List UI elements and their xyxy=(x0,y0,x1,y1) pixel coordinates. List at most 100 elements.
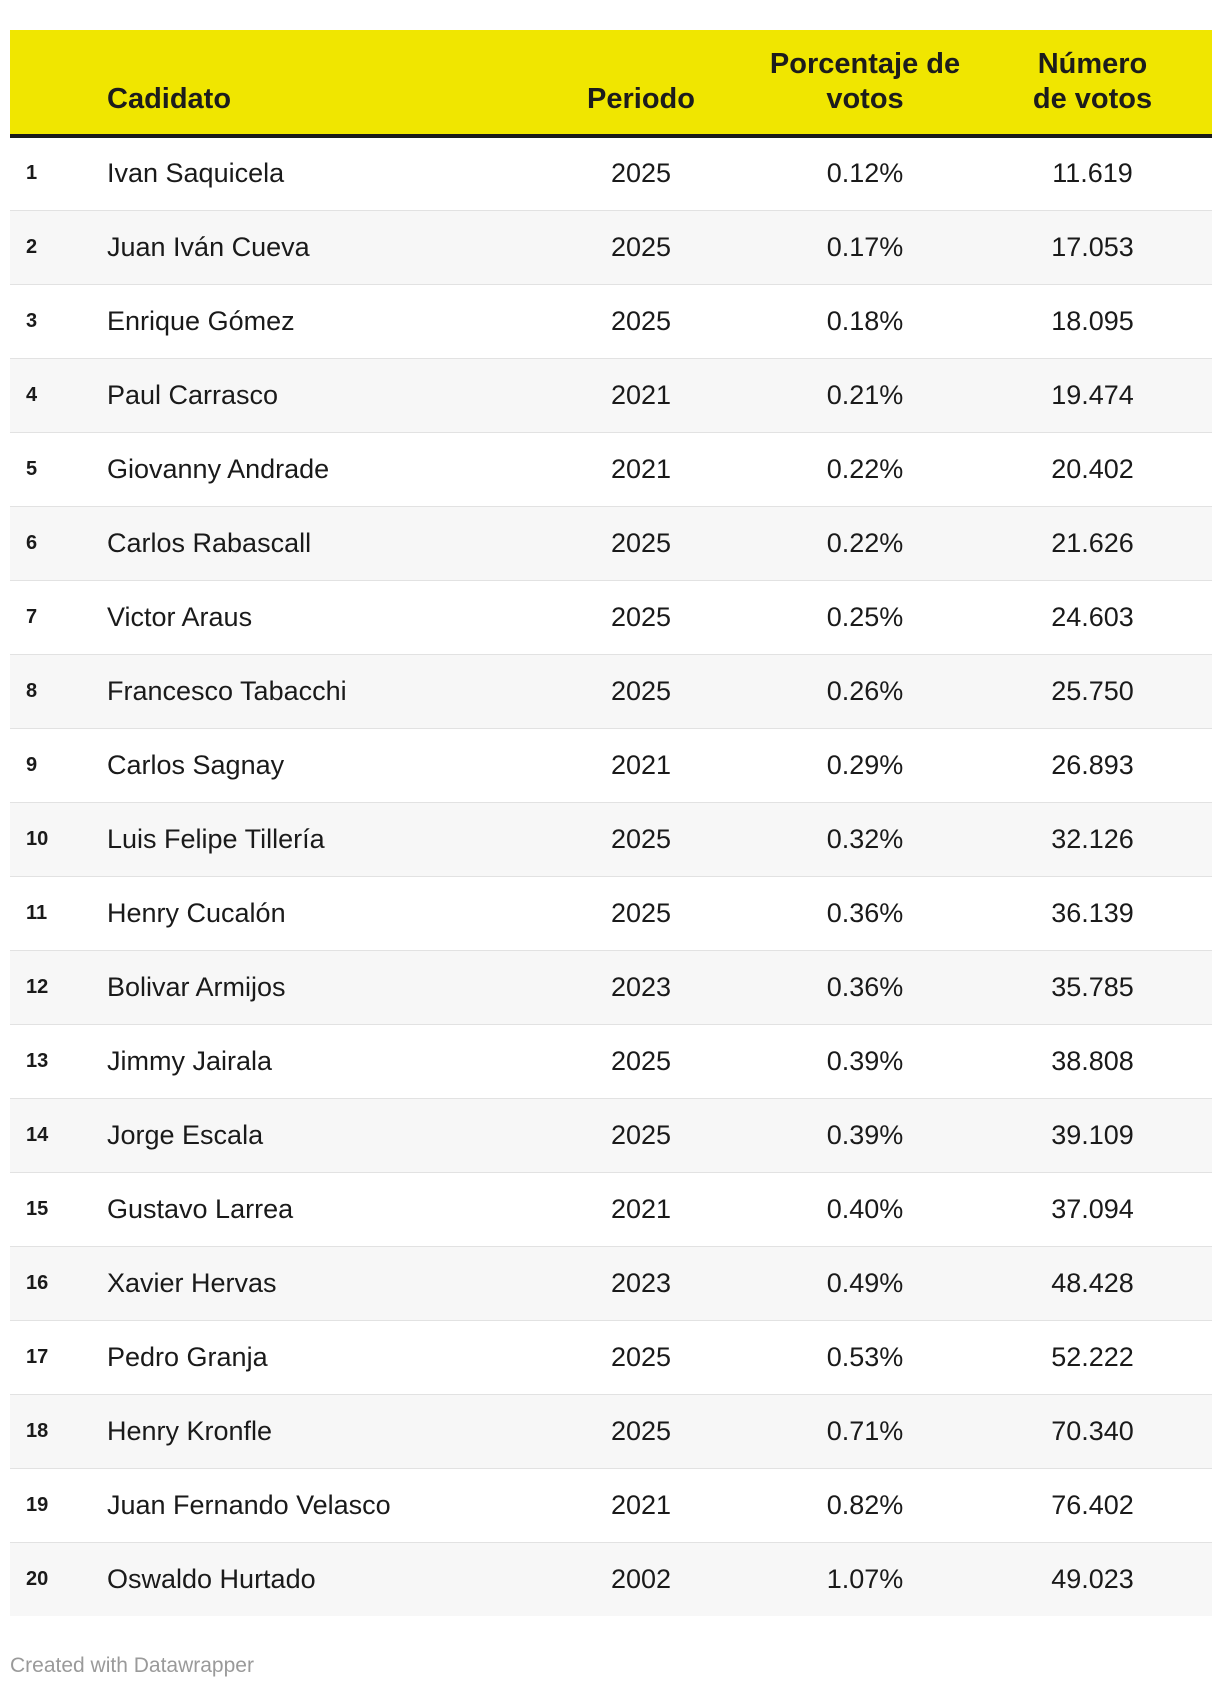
table-row: 14 Jorge Escala 2025 0.39% 39.109 xyxy=(10,1098,1212,1173)
table-row: 8 Francesco Tabacchi 2025 0.26% 25.750 xyxy=(10,654,1212,729)
table-row: 5 Giovanny Andrade 2021 0.22% 20.402 xyxy=(10,432,1212,507)
percentage-cell: 0.26% xyxy=(757,654,973,729)
rank-cell: 2 xyxy=(10,210,107,285)
votes-cell: 52.222 xyxy=(973,1320,1212,1395)
rank-cell: 8 xyxy=(10,654,107,729)
header-votes: Número de votos xyxy=(973,30,1212,138)
votes-cell: 11.619 xyxy=(973,136,1212,211)
rank-cell: 6 xyxy=(10,506,107,581)
candidate-cell: Juan Fernando Velasco xyxy=(107,1468,525,1543)
table-row: 17 Pedro Granja 2025 0.53% 52.222 xyxy=(10,1320,1212,1395)
table-row: 11 Henry Cucalón 2025 0.36% 36.139 xyxy=(10,876,1212,951)
header-votes-line2: de votos xyxy=(1032,83,1153,115)
period-cell: 2025 xyxy=(525,1394,757,1469)
rank-cell: 20 xyxy=(10,1542,107,1616)
percentage-cell: 0.53% xyxy=(757,1320,973,1395)
votes-cell: 25.750 xyxy=(973,654,1212,729)
rank-cell: 14 xyxy=(10,1098,107,1173)
table-row: 7 Victor Araus 2025 0.25% 24.603 xyxy=(10,580,1212,655)
table-row: 13 Jimmy Jairala 2025 0.39% 38.808 xyxy=(10,1024,1212,1099)
rank-cell: 19 xyxy=(10,1468,107,1543)
percentage-cell: 0.25% xyxy=(757,580,973,655)
candidate-cell: Henry Kronfle xyxy=(107,1394,525,1469)
candidate-cell: Bolivar Armijos xyxy=(107,950,525,1025)
period-cell: 2025 xyxy=(525,210,757,285)
percentage-cell: 0.21% xyxy=(757,358,973,433)
table-row: 18 Henry Kronfle 2025 0.71% 70.340 xyxy=(10,1394,1212,1469)
rank-cell: 16 xyxy=(10,1246,107,1321)
table-row: 12 Bolivar Armijos 2023 0.36% 35.785 xyxy=(10,950,1212,1025)
candidate-cell: Luis Felipe Tillería xyxy=(107,802,525,877)
percentage-cell: 0.39% xyxy=(757,1098,973,1173)
percentage-cell: 1.07% xyxy=(757,1542,973,1616)
rank-cell: 15 xyxy=(10,1172,107,1247)
period-cell: 2021 xyxy=(525,358,757,433)
rank-cell: 11 xyxy=(10,876,107,951)
candidate-cell: Oswaldo Hurtado xyxy=(107,1542,525,1616)
candidate-cell: Ivan Saquicela xyxy=(107,136,525,211)
table-row: 10 Luis Felipe Tillería 2025 0.32% 32.126 xyxy=(10,802,1212,877)
period-cell: 2025 xyxy=(525,1320,757,1395)
votes-cell: 18.095 xyxy=(973,284,1212,359)
votes-cell: 36.139 xyxy=(973,876,1212,951)
votes-cell: 32.126 xyxy=(973,802,1212,877)
rank-cell: 10 xyxy=(10,802,107,877)
period-cell: 2021 xyxy=(525,1172,757,1247)
header-percentage-line1: Porcentaje de xyxy=(769,48,961,80)
percentage-cell: 0.36% xyxy=(757,950,973,1025)
rank-cell: 12 xyxy=(10,950,107,1025)
candidate-cell: Xavier Hervas xyxy=(107,1246,525,1321)
votes-cell: 20.402 xyxy=(973,432,1212,507)
percentage-cell: 0.29% xyxy=(757,728,973,803)
table-row: 6 Carlos Rabascall 2025 0.22% 21.626 xyxy=(10,506,1212,581)
percentage-cell: 0.39% xyxy=(757,1024,973,1099)
period-cell: 2025 xyxy=(525,876,757,951)
table-row: 20 Oswaldo Hurtado 2002 1.07% 49.023 xyxy=(10,1542,1212,1616)
votes-cell: 49.023 xyxy=(973,1542,1212,1616)
rank-cell: 13 xyxy=(10,1024,107,1099)
votes-cell: 37.094 xyxy=(973,1172,1212,1247)
rank-cell: 7 xyxy=(10,580,107,655)
percentage-cell: 0.18% xyxy=(757,284,973,359)
candidates-table: Cadidato Periodo Porcentaje de votos Núme… xyxy=(10,30,1212,1616)
table-body: 1 Ivan Saquicela 2025 0.12% 11.619 2 Juan Iván… xyxy=(10,136,1212,1616)
table-header-row: Cadidato Periodo Porcentaje de votos Núme… xyxy=(10,30,1212,138)
percentage-cell: 0.36% xyxy=(757,876,973,951)
rank-cell: 5 xyxy=(10,432,107,507)
votes-cell: 70.340 xyxy=(973,1394,1212,1469)
rank-cell: 9 xyxy=(10,728,107,803)
period-cell: 2025 xyxy=(525,136,757,211)
rank-cell: 17 xyxy=(10,1320,107,1395)
rank-cell: 1 xyxy=(10,136,107,211)
table-row: 1 Ivan Saquicela 2025 0.12% 11.619 xyxy=(10,136,1212,211)
data-table-container: Cadidato Periodo Porcentaje de votos Núme… xyxy=(10,30,1212,1616)
percentage-cell: 0.40% xyxy=(757,1172,973,1247)
candidate-cell: Jimmy Jairala xyxy=(107,1024,525,1099)
candidate-cell: Jorge Escala xyxy=(107,1098,525,1173)
percentage-cell: 0.82% xyxy=(757,1468,973,1543)
header-candidate: Cadidato xyxy=(107,30,525,138)
percentage-cell: 0.71% xyxy=(757,1394,973,1469)
table-row: 9 Carlos Sagnay 2021 0.29% 26.893 xyxy=(10,728,1212,803)
candidate-cell: Pedro Granja xyxy=(107,1320,525,1395)
rank-cell: 3 xyxy=(10,284,107,359)
period-cell: 2002 xyxy=(525,1542,757,1616)
table-row: 3 Enrique Gómez 2025 0.18% 18.095 xyxy=(10,284,1212,359)
candidate-cell: Enrique Gómez xyxy=(107,284,525,359)
table-row: 4 Paul Carrasco 2021 0.21% 19.474 xyxy=(10,358,1212,433)
rank-cell: 18 xyxy=(10,1394,107,1469)
period-cell: 2025 xyxy=(525,654,757,729)
candidate-cell: Giovanny Andrade xyxy=(107,432,525,507)
datawrapper-credit: Created with Datawrapper xyxy=(10,1654,254,1677)
period-cell: 2021 xyxy=(525,432,757,507)
votes-cell: 76.402 xyxy=(973,1468,1212,1543)
table-row: 16 Xavier Hervas 2023 0.49% 48.428 xyxy=(10,1246,1212,1321)
header-rank xyxy=(10,30,107,138)
header-period: Periodo xyxy=(525,30,757,138)
period-cell: 2023 xyxy=(525,950,757,1025)
candidate-cell: Gustavo Larrea xyxy=(107,1172,525,1247)
header-percentage-line2: votos xyxy=(826,83,904,115)
period-cell: 2025 xyxy=(525,802,757,877)
period-cell: 2021 xyxy=(525,728,757,803)
table-row: 15 Gustavo Larrea 2021 0.40% 37.094 xyxy=(10,1172,1212,1247)
